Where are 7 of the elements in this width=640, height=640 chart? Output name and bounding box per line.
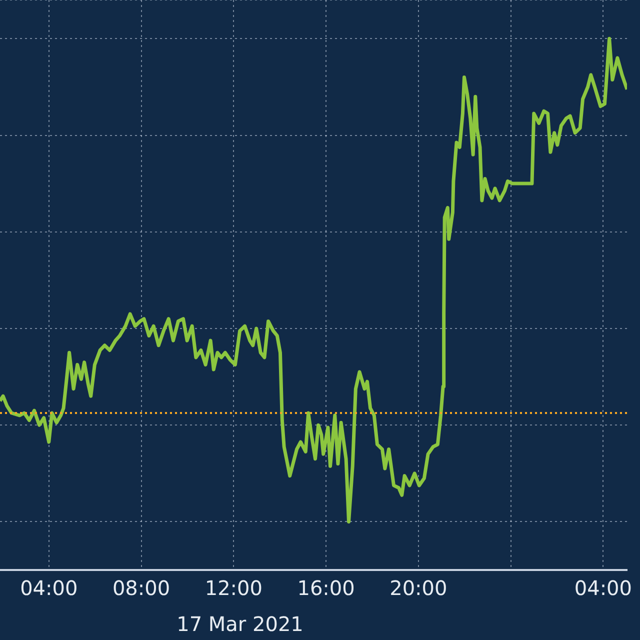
x-tick-label: 16:00	[297, 576, 355, 600]
x-tick-label: 20:00	[390, 576, 448, 600]
x-tick-label: 12:00	[204, 576, 262, 600]
x-tick-label: 04:00	[20, 576, 78, 600]
text: 17 Mar 2021	[176, 612, 304, 636]
x-tick-label: 08:00	[112, 576, 170, 600]
x-tick-label: 04:00	[574, 576, 632, 600]
